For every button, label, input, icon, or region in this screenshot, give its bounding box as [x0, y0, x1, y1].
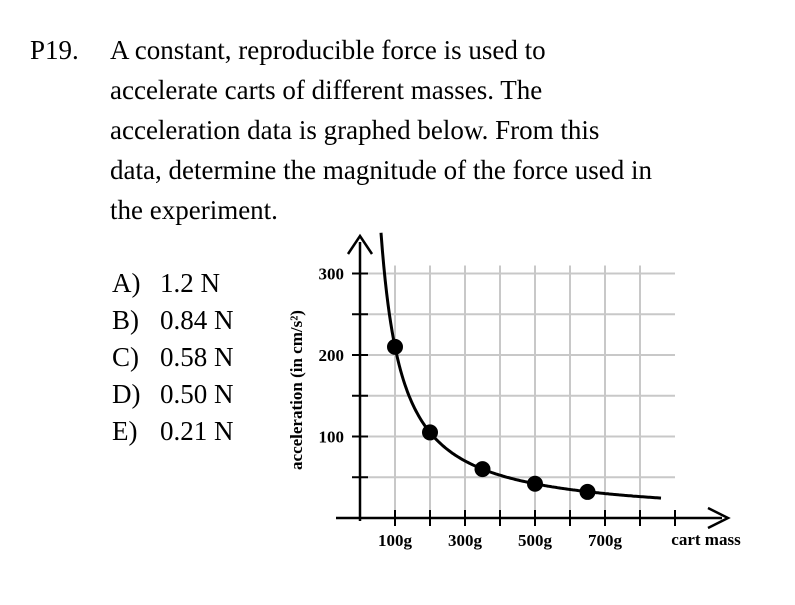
x-tick-label: 500g [518, 531, 553, 550]
chart-ticks: 100g 300g 500g 700g 100 200 300 [319, 265, 676, 550]
x-tick-label: 100g [378, 531, 413, 550]
y-tick-label: 200 [319, 346, 345, 365]
y-tick-label: 100 [319, 428, 345, 447]
problem-line: accelerate carts of different masses. Th… [110, 75, 543, 105]
problem-line: acceleration data is graphed below. From… [110, 115, 600, 145]
choice-text: 0.50 N [160, 379, 234, 409]
chart-labels: acceleration (in cm/s²) cart mass [287, 310, 741, 549]
data-point [422, 424, 438, 441]
data-point [474, 461, 491, 478]
chart-axes [336, 233, 731, 530]
choice-b: B) 0.84 N [112, 302, 234, 339]
y-tick-label: 300 [319, 265, 345, 284]
problem-number: P19. [30, 35, 79, 65]
problem-line: A constant, reproducible force is used t… [110, 35, 546, 65]
y-axis-arrow-icon [346, 233, 374, 255]
choice-text: 1.2 N [160, 268, 220, 298]
x-tick-label: 300g [448, 531, 483, 550]
choice-e: E) 0.21 N [112, 413, 234, 450]
choice-letter: C) [112, 342, 139, 372]
choice-letter: A) [112, 268, 141, 298]
answer-choices: A) 1.2 N B) 0.84 N C) 0.58 N D) 0.50 N E) 0.2… [112, 265, 234, 450]
problem-statement: A constant, reproducible force is used t… [110, 30, 770, 230]
x-tick-label: 700g [588, 531, 623, 550]
choice-letter: B) [112, 305, 139, 335]
problem-line: data, determine the magnitude of the for… [110, 155, 653, 185]
choice-d: D) 0.50 N [112, 376, 234, 413]
data-point [579, 483, 596, 500]
choice-letter: D) [112, 379, 141, 409]
choice-text: 0.21 N [160, 416, 234, 446]
problem-line: the experiment. [110, 195, 278, 225]
y-axis-label: acceleration (in cm/s²) [287, 310, 306, 470]
choice-text: 0.58 N [160, 342, 234, 372]
chart-grid [360, 265, 675, 518]
choice-c: C) 0.58 N [112, 339, 234, 376]
choice-letter: E) [112, 416, 138, 446]
data-point [527, 475, 543, 492]
choice-text: 0.84 N [160, 305, 234, 335]
choice-a: A) 1.2 N [112, 265, 234, 302]
data-point [387, 338, 403, 355]
data-points [387, 338, 596, 500]
x-axis-label: cart mass [671, 530, 741, 549]
x-axis-arrow-icon [707, 506, 731, 530]
